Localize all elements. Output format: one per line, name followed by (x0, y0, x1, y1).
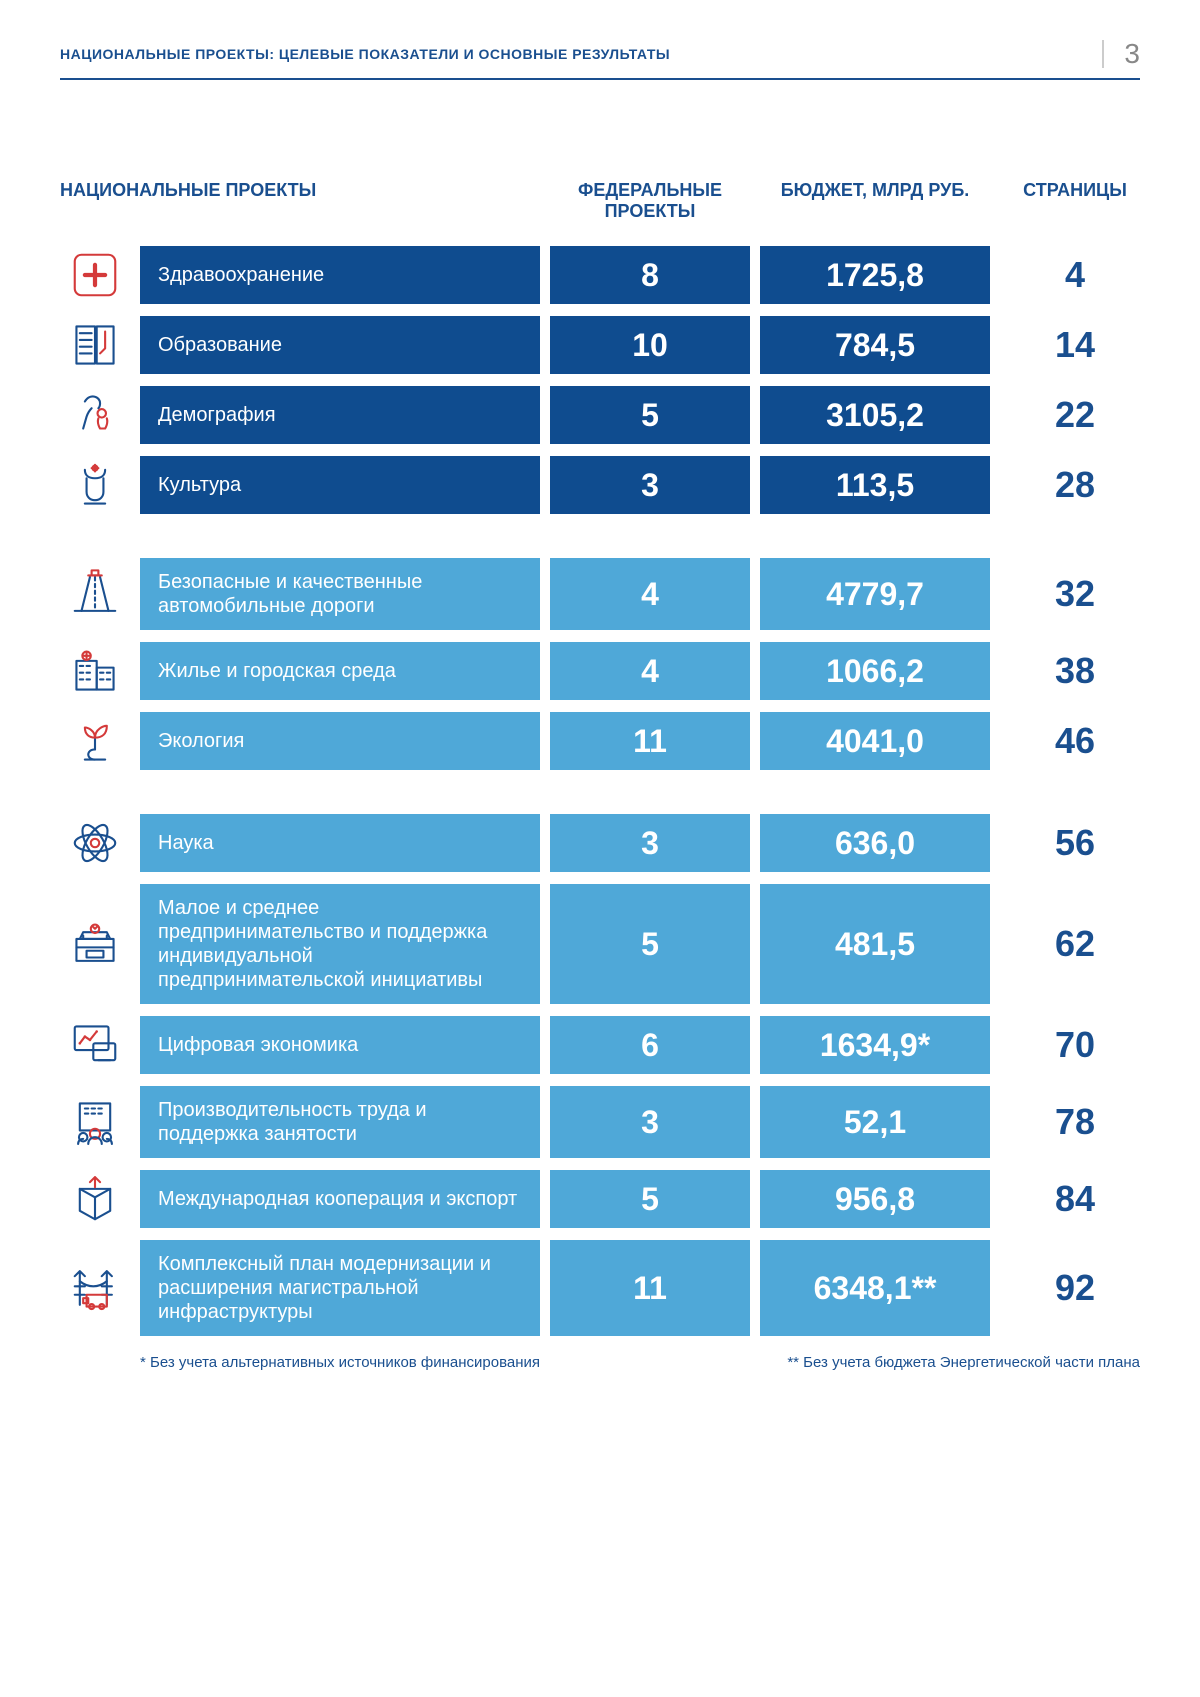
federal-count: 4 (550, 558, 750, 630)
digital-icon (60, 1016, 130, 1074)
education-icon (60, 316, 130, 374)
col-header-projects: НАЦИОНАЛЬНЫЕ ПРОЕКТЫ (60, 180, 540, 222)
labor-icon (60, 1086, 130, 1158)
project-row: Культура 3 113,5 28 (60, 456, 1140, 514)
page-ref: 38 (1000, 642, 1150, 700)
budget-value: 52,1 (760, 1086, 990, 1158)
page-ref: 84 (1000, 1170, 1150, 1228)
page-ref: 62 (1000, 884, 1150, 1004)
page-ref: 92 (1000, 1240, 1150, 1336)
ecology-icon (60, 712, 130, 770)
budget-value: 956,8 (760, 1170, 990, 1228)
demography-icon (60, 386, 130, 444)
budget-value: 113,5 (760, 456, 990, 514)
project-row: Здравоохранение 8 1725,8 4 (60, 246, 1140, 304)
page-ref: 56 (1000, 814, 1150, 872)
page-ref: 14 (1000, 316, 1150, 374)
project-name: Малое и среднее предпринимательство и по… (140, 884, 540, 1004)
science-icon (60, 814, 130, 872)
infra-icon (60, 1240, 130, 1336)
housing-icon (60, 642, 130, 700)
budget-value: 4779,7 (760, 558, 990, 630)
federal-count: 5 (550, 1170, 750, 1228)
project-row: Производительность труда и поддержка зан… (60, 1086, 1140, 1158)
footnotes: * Без учета альтернативных источников фи… (60, 1354, 1140, 1371)
page-ref: 46 (1000, 712, 1150, 770)
federal-count: 8 (550, 246, 750, 304)
page-ref: 22 (1000, 386, 1150, 444)
project-row: Демография 5 3105,2 22 (60, 386, 1140, 444)
project-row: Образование 10 784,5 14 (60, 316, 1140, 374)
federal-count: 3 (550, 814, 750, 872)
budget-value: 3105,2 (760, 386, 990, 444)
project-row: Малое и среднее предпринимательство и по… (60, 884, 1140, 1004)
project-name: Безопасные и качественные автомобильные … (140, 558, 540, 630)
header-title: НАЦИОНАЛЬНЫЕ ПРОЕКТЫ: ЦЕЛЕВЫЕ ПОКАЗАТЕЛИ… (60, 46, 670, 62)
footnote-2: ** Без учета бюджета Энергетической част… (787, 1354, 1140, 1371)
business-icon (60, 884, 130, 1004)
project-name: Комплексный план модернизации и расширен… (140, 1240, 540, 1336)
health-icon (60, 246, 130, 304)
budget-value: 481,5 (760, 884, 990, 1004)
federal-count: 3 (550, 456, 750, 514)
project-row: Международная кооперация и экспорт 5 956… (60, 1170, 1140, 1228)
project-row: Безопасные и качественные автомобильные … (60, 558, 1140, 630)
project-name: Образование (140, 316, 540, 374)
page-ref: 28 (1000, 456, 1150, 514)
col-header-federal: ФЕДЕРАЛЬНЫЕ ПРОЕКТЫ (550, 180, 750, 222)
project-name: Демография (140, 386, 540, 444)
project-row: Комплексный план модернизации и расширен… (60, 1240, 1140, 1336)
page-root: НАЦИОНАЛЬНЫЕ ПРОЕКТЫ: ЦЕЛЕВЫЕ ПОКАЗАТЕЛИ… (0, 0, 1200, 1401)
budget-value: 6348,1** (760, 1240, 990, 1336)
group-gap (60, 782, 1140, 802)
federal-count: 3 (550, 1086, 750, 1158)
federal-count: 11 (550, 1240, 750, 1336)
budget-value: 1066,2 (760, 642, 990, 700)
federal-count: 10 (550, 316, 750, 374)
footnote-1: * Без учета альтернативных источников фи… (140, 1354, 540, 1371)
project-name: Здравоохранение (140, 246, 540, 304)
project-row: Наука 3 636,0 56 (60, 814, 1140, 872)
project-row: Жилье и городская среда 4 1066,2 38 (60, 642, 1140, 700)
budget-value: 784,5 (760, 316, 990, 374)
header-page-number: 3 (1102, 40, 1140, 68)
budget-value: 636,0 (760, 814, 990, 872)
project-row: Экология 11 4041,0 46 (60, 712, 1140, 770)
federal-count: 4 (550, 642, 750, 700)
federal-count: 5 (550, 884, 750, 1004)
budget-value: 1634,9* (760, 1016, 990, 1074)
project-name: Наука (140, 814, 540, 872)
project-name: Жилье и городская среда (140, 642, 540, 700)
project-name: Экология (140, 712, 540, 770)
column-headers: НАЦИОНАЛЬНЫЕ ПРОЕКТЫ ФЕДЕРАЛЬНЫЕ ПРОЕКТЫ… (60, 180, 1140, 222)
project-name: Международная кооперация и экспорт (140, 1170, 540, 1228)
roads-icon (60, 558, 130, 630)
export-icon (60, 1170, 130, 1228)
page-ref: 4 (1000, 246, 1150, 304)
group-gap (60, 526, 1140, 546)
project-row: Цифровая экономика 6 1634,9* 70 (60, 1016, 1140, 1074)
col-header-budget: БЮДЖЕТ, МЛРД РУБ. (760, 180, 990, 222)
page-ref: 78 (1000, 1086, 1150, 1158)
col-header-pages: СТРАНИЦЫ (1000, 180, 1150, 222)
budget-value: 4041,0 (760, 712, 990, 770)
page-header: НАЦИОНАЛЬНЫЕ ПРОЕКТЫ: ЦЕЛЕВЫЕ ПОКАЗАТЕЛИ… (60, 40, 1140, 80)
page-ref: 70 (1000, 1016, 1150, 1074)
project-name: Производительность труда и поддержка зан… (140, 1086, 540, 1158)
federal-count: 5 (550, 386, 750, 444)
budget-value: 1725,8 (760, 246, 990, 304)
federal-count: 6 (550, 1016, 750, 1074)
project-name: Культура (140, 456, 540, 514)
federal-count: 11 (550, 712, 750, 770)
projects-table: Здравоохранение 8 1725,8 4 Образование 1… (60, 246, 1140, 1336)
project-name: Цифровая экономика (140, 1016, 540, 1074)
culture-icon (60, 456, 130, 514)
page-ref: 32 (1000, 558, 1150, 630)
